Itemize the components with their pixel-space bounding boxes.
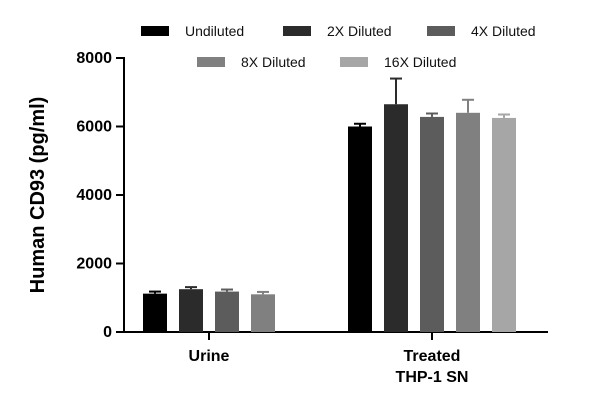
bar xyxy=(215,291,239,332)
legend-label: 8X Diluted xyxy=(241,54,306,70)
legend-swatch xyxy=(340,57,368,67)
legend-swatch xyxy=(283,26,311,36)
bar xyxy=(420,116,444,332)
legend-swatch xyxy=(141,26,169,36)
legend-swatch xyxy=(197,57,225,67)
y-tick-label: 8000 xyxy=(76,50,112,67)
y-tick-label: 6000 xyxy=(76,119,112,136)
x-category-label: THP-1 SN xyxy=(396,369,469,386)
x-category-label: Treated xyxy=(404,348,461,365)
legend-swatch xyxy=(427,26,455,36)
y-tick-label: 4000 xyxy=(76,187,112,204)
bar xyxy=(179,289,203,332)
y-axis-title: Human CD93 (pg/ml) xyxy=(27,97,49,294)
x-category-label: Urine xyxy=(189,348,230,365)
legend-label: 16X Diluted xyxy=(384,54,456,70)
bar xyxy=(492,117,516,332)
bar xyxy=(456,112,480,332)
bar xyxy=(384,104,408,332)
legend-label: 2X Diluted xyxy=(327,23,392,39)
y-tick-label: 0 xyxy=(103,324,112,341)
bar xyxy=(348,126,372,332)
legend-label: Undiluted xyxy=(185,23,244,39)
legend-label: 4X Diluted xyxy=(471,23,536,39)
bar xyxy=(251,294,275,332)
y-tick-label: 2000 xyxy=(76,256,112,273)
bar xyxy=(143,293,167,332)
